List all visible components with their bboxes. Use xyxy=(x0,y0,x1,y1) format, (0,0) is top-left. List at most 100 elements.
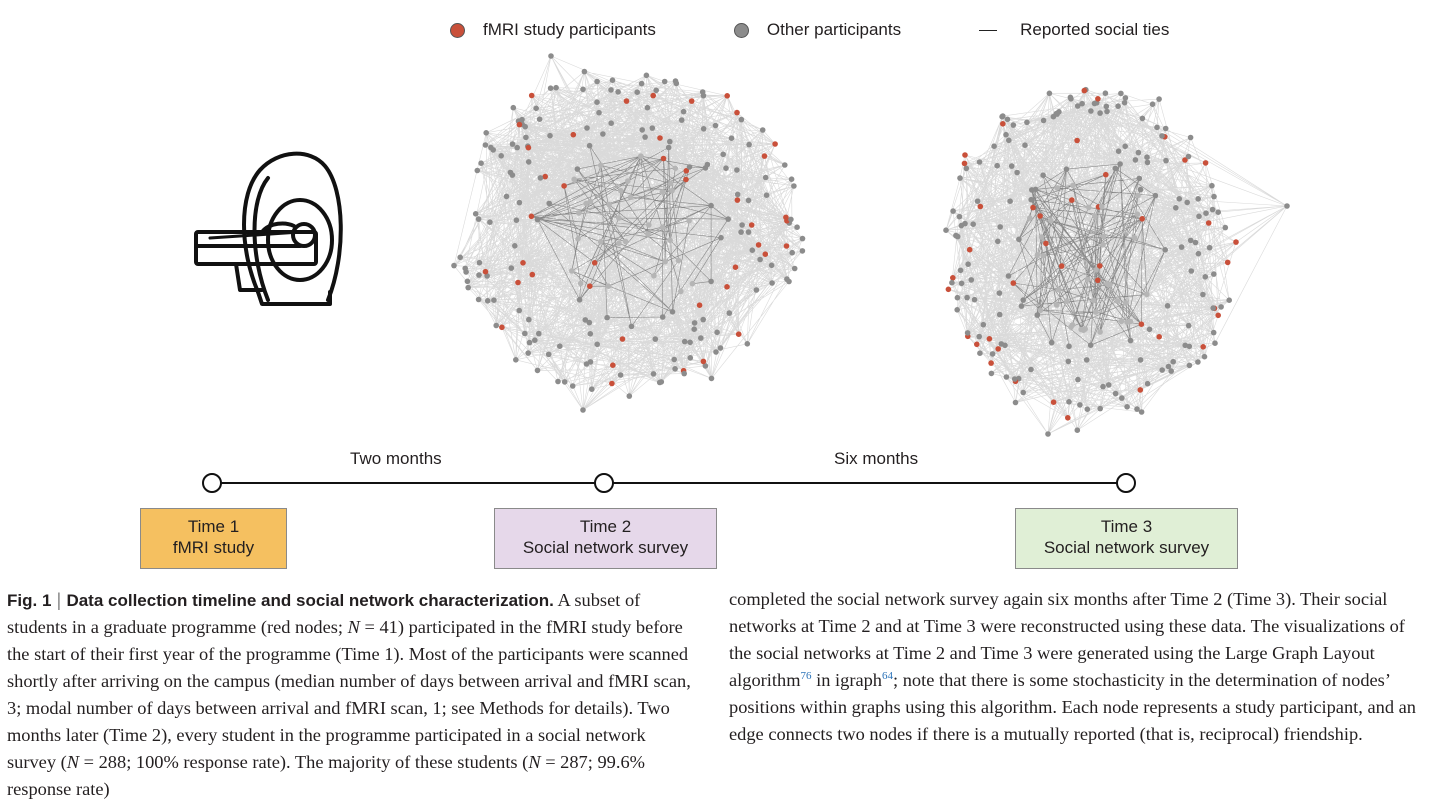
participant-node xyxy=(1135,192,1141,199)
fmri-participant-node xyxy=(623,98,630,104)
participant-node xyxy=(1034,252,1041,258)
fmri-participant-node xyxy=(945,286,952,293)
participant-node xyxy=(1104,108,1110,115)
participant-node xyxy=(1093,267,1099,273)
fmri-participant-node xyxy=(1233,239,1239,245)
participant-node xyxy=(1090,297,1097,304)
participant-node xyxy=(1075,376,1081,383)
participant-node xyxy=(476,272,482,278)
participant-node xyxy=(1070,182,1076,189)
participant-node xyxy=(1040,252,1046,259)
participant-node xyxy=(553,84,559,91)
caption-left-column: Fig. 1 | Data collection timeline and so… xyxy=(7,586,695,803)
participant-node xyxy=(484,273,490,279)
participant-node xyxy=(1184,199,1190,206)
participant-node xyxy=(1083,357,1090,363)
participant-node xyxy=(661,78,668,85)
participant-node xyxy=(574,166,581,172)
participant-node xyxy=(584,125,590,131)
participant-node xyxy=(1195,196,1201,202)
participant-node xyxy=(622,238,629,245)
participant-node xyxy=(991,143,997,149)
participant-node xyxy=(1209,182,1215,189)
participant-node xyxy=(1201,353,1208,360)
participant-node xyxy=(1162,247,1168,253)
fmri-participant-node xyxy=(683,168,690,174)
participant-node xyxy=(569,268,575,274)
network-nodes xyxy=(943,86,1290,437)
participant-node xyxy=(645,231,651,237)
participant-node xyxy=(1003,374,1010,380)
participant-node xyxy=(582,317,589,323)
fmri-participant-node xyxy=(995,346,1001,352)
participant-node xyxy=(1206,244,1213,251)
participant-node xyxy=(638,80,645,87)
participant-node xyxy=(708,375,715,382)
participant-node xyxy=(720,151,726,158)
time-2-title: Time 2 xyxy=(579,517,632,536)
participant-node xyxy=(738,116,745,123)
participant-node xyxy=(525,350,531,356)
participant-node xyxy=(1100,241,1106,248)
participant-node xyxy=(1222,224,1229,231)
legend: fMRI study participants Other participan… xyxy=(450,18,1247,42)
participant-node xyxy=(1053,302,1060,308)
participant-node xyxy=(509,172,516,178)
participant-node xyxy=(1045,431,1051,437)
participant-node xyxy=(1118,90,1124,97)
participant-node xyxy=(545,351,552,358)
participant-node xyxy=(618,187,624,194)
participant-node xyxy=(1152,192,1159,199)
participant-node xyxy=(575,236,581,242)
network-time-2 xyxy=(451,53,806,413)
participant-node xyxy=(1186,362,1193,369)
participant-node xyxy=(616,240,622,247)
participant-node xyxy=(749,247,756,253)
participant-node xyxy=(514,144,520,151)
participant-node xyxy=(1137,186,1144,193)
participant-node xyxy=(1016,236,1022,243)
participant-node xyxy=(1054,111,1060,117)
interval-label-two-months: Two months xyxy=(350,449,442,468)
reference-link-64[interactable]: 64 xyxy=(882,669,893,682)
caption-text-6: in igraph xyxy=(811,670,882,690)
fmri-participant-node xyxy=(696,302,703,309)
participant-node xyxy=(597,239,604,245)
fmri-participant-node xyxy=(591,260,598,266)
time-3-title: Time 3 xyxy=(1100,517,1153,536)
fmri-participant-node xyxy=(650,92,656,99)
participant-node xyxy=(587,198,594,205)
participant-node xyxy=(1002,342,1008,349)
participant-node xyxy=(958,280,965,287)
participant-node xyxy=(608,87,614,93)
participant-node xyxy=(734,167,740,173)
participant-node xyxy=(1004,116,1011,123)
participant-node xyxy=(1215,209,1221,215)
participant-node xyxy=(1187,237,1194,244)
participant-node xyxy=(577,280,584,287)
participant-node xyxy=(1020,389,1026,396)
participant-node xyxy=(463,269,469,275)
participant-node xyxy=(1082,326,1088,332)
participant-node xyxy=(1173,205,1179,211)
participant-node xyxy=(977,350,983,357)
fmri-participant-node xyxy=(1215,312,1221,319)
caption-right-column: completed the social network survey agai… xyxy=(729,586,1417,748)
participant-node xyxy=(964,294,970,301)
participant-node xyxy=(1176,196,1183,202)
participant-node xyxy=(1163,157,1169,164)
grey-node-icon xyxy=(733,22,749,38)
time-1-box: Time 1 fMRI study xyxy=(140,508,287,569)
participant-node xyxy=(1114,298,1121,304)
reference-link-76[interactable]: 76 xyxy=(800,669,812,682)
participant-node xyxy=(995,238,1001,245)
participant-node xyxy=(488,144,494,151)
fmri-participant-node xyxy=(1095,96,1101,102)
participant-node xyxy=(1008,163,1015,169)
participant-node xyxy=(662,258,668,265)
time-3-box: Time 3 Social network survey xyxy=(1015,508,1238,569)
time-2-box: Time 2 Social network survey xyxy=(494,508,717,569)
fmri-participant-node xyxy=(1000,121,1006,127)
participant-node xyxy=(1165,363,1172,370)
participant-node xyxy=(759,127,766,133)
